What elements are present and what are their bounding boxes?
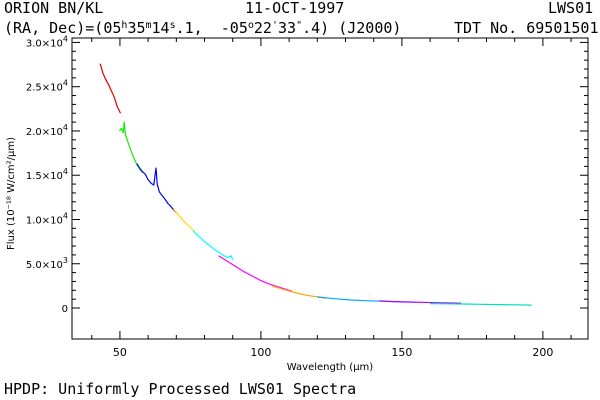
ra-hour-unit: h: [121, 20, 128, 31]
x-tick-label: 150: [391, 346, 412, 359]
x-tick-label: 50: [113, 346, 127, 359]
ra-seconds-fraction: .1, -05: [175, 19, 248, 37]
y-tick-label: 5.0×103: [26, 256, 68, 271]
dec-minute-unit: ': [271, 20, 278, 31]
y-axis-label: Flux (10⁻¹⁸ W/cm²/μm): [6, 137, 17, 250]
spectrum-segment-2: [118, 121, 143, 173]
ra-minute-unit: m: [145, 20, 152, 31]
spectrum-segment-3: [136, 163, 177, 213]
object-name: ORION BN/KL: [4, 0, 104, 17]
y-tick-label: 0: [62, 304, 68, 315]
coords-prefix: (RA, Dec)=(05: [4, 19, 122, 37]
spectrum-segment-4: [173, 208, 196, 233]
x-axis-label: Wavelength (μm): [287, 362, 374, 373]
ra-minutes: 35: [127, 19, 146, 37]
spectrum-segment-10: [430, 303, 532, 306]
x-tick-label: 200: [532, 346, 553, 359]
footer-caption: HPDP: Uniformly Processed LWS01 Spectra: [4, 380, 357, 398]
dec-minutes: 22: [253, 19, 272, 37]
y-tick-label: 1.5×104: [26, 167, 68, 182]
y-tick-label: 2.0×104: [26, 123, 68, 138]
spectrum-segment-1: [99, 63, 122, 114]
dec-seconds: 33: [278, 19, 297, 37]
spectrum-segment-9: [379, 300, 462, 304]
observation-date: 11-OCT-1997: [245, 0, 345, 17]
instrument-mode: LWS01: [548, 0, 594, 17]
ra-second-unit: s: [169, 20, 176, 31]
plot-frame: [71, 37, 589, 340]
y-tick-label: 2.5×104: [26, 79, 68, 94]
coordinates: (RA, Dec)=(05h35m14s.1, -05o22'33".4) (J…: [4, 20, 401, 36]
spectrum-segment-5: [192, 230, 234, 261]
y-tick-label: 3.0×104: [26, 34, 68, 49]
x-tick-label: 100: [250, 346, 271, 359]
ra-seconds: 14: [151, 19, 170, 37]
dec-tail: .4) (J2000): [302, 19, 402, 37]
dec-degree-unit: o: [247, 20, 254, 31]
dec-second-unit: ": [296, 20, 303, 31]
spectrum-segment-6: [218, 255, 293, 292]
tdt-number: TDT No. 69501501: [454, 19, 599, 37]
y-tick-label: 1.0×104: [26, 211, 68, 226]
